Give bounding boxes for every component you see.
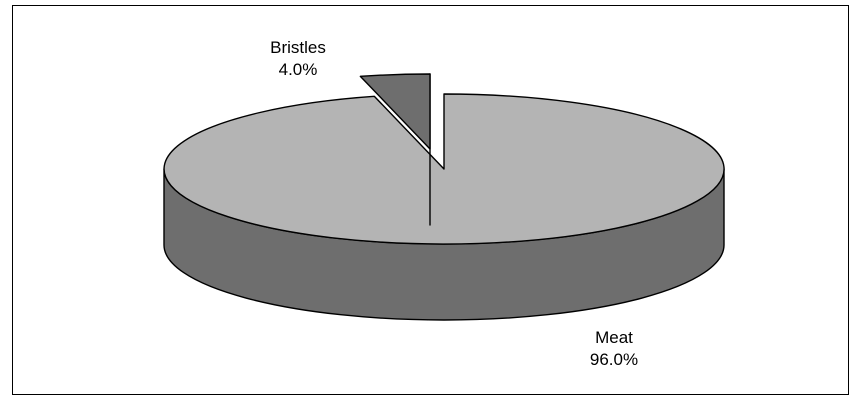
slice-value-bristles: 4.0%	[279, 60, 318, 79]
slice-meat-top	[163, 93, 725, 245]
slice-value-meat: 96.0%	[590, 350, 638, 369]
slice-label-meat: Meat	[595, 328, 633, 347]
pie-chart: Bristles 4.0% Meat 96.0%	[163, 38, 725, 369]
slice-label-bristles: Bristles	[270, 38, 326, 57]
slice-bristles-top	[359, 73, 431, 150]
chart-frame: Bristles 4.0% Meat 96.0%	[12, 5, 849, 395]
